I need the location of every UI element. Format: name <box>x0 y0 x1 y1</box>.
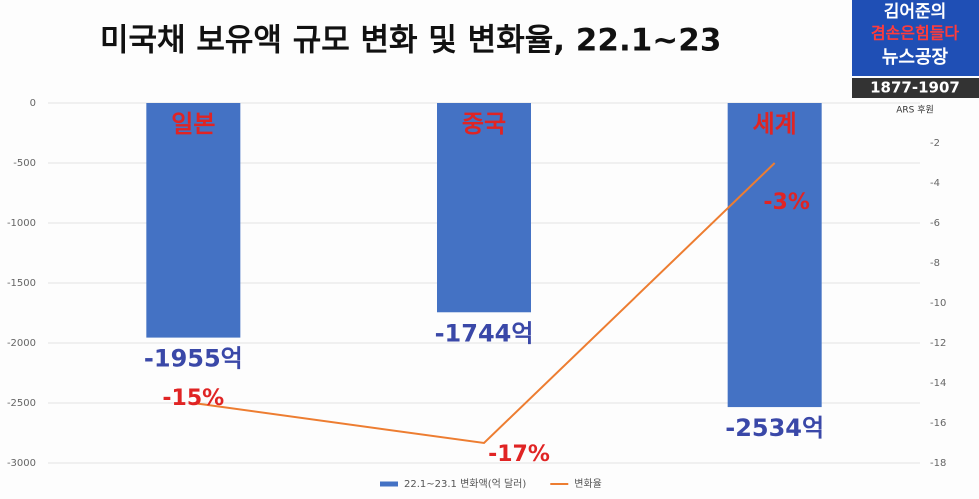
y2-tick-label: -8 <box>930 258 940 269</box>
logo-text: 겸손은힘들다 <box>871 24 960 43</box>
y-tick-label: -2000 <box>7 338 36 349</box>
category-label: 일본 <box>171 110 215 138</box>
y-tick-label: -2500 <box>7 398 36 409</box>
logo-text: 뉴스공장 <box>882 47 949 68</box>
bar-value-label: -1955억 <box>144 345 243 373</box>
y-tick-label: 0 <box>30 98 36 109</box>
y-tick-label: -1500 <box>7 278 36 289</box>
legend-label: 22.1~23.1 변화액(억 달러) <box>404 478 526 490</box>
y-tick-label: -500 <box>13 158 36 169</box>
line-value-label: -17% <box>488 442 550 467</box>
line-value-label: -15% <box>162 386 224 411</box>
category-label: 세계 <box>753 110 797 138</box>
phone-box <box>852 78 979 98</box>
bar-value-label: -2534억 <box>725 414 824 442</box>
y2-tick-label: -12 <box>930 338 946 349</box>
logo-phone: 1877-1907 <box>870 79 960 97</box>
y2-tick-label: -14 <box>930 378 946 389</box>
line-value-label: -3% <box>763 190 809 215</box>
logo-box <box>852 0 979 76</box>
y-tick-label: -1000 <box>7 218 36 229</box>
line <box>193 162 776 445</box>
y2-tick-label: -18 <box>930 458 946 469</box>
y2-tick-label: -10 <box>930 298 946 309</box>
chart-title: 미국채 보유액 규모 변화 및 변화율, 22.1~23 <box>100 23 721 59</box>
y2-tick-label: -16 <box>930 418 946 429</box>
y2-tick-label: -6 <box>930 218 940 229</box>
y-tick-label: -3000 <box>7 458 36 469</box>
legend-label: 변화율 <box>574 478 602 490</box>
bar <box>146 103 241 338</box>
logo-ars: ARS 후원 <box>896 105 934 116</box>
bar <box>727 103 822 408</box>
bar-value-label: -1744억 <box>435 319 534 347</box>
bar <box>437 103 531 313</box>
category-label: 중국 <box>462 110 506 138</box>
logo-text: 김어준의 <box>884 2 947 22</box>
logo: 김어준의 겸손은힘들다 뉴스공장 1877-1907 ARS 후원 <box>852 0 979 116</box>
y2-tick-label: -2 <box>930 138 940 149</box>
y2-tick-label: -4 <box>930 178 940 189</box>
